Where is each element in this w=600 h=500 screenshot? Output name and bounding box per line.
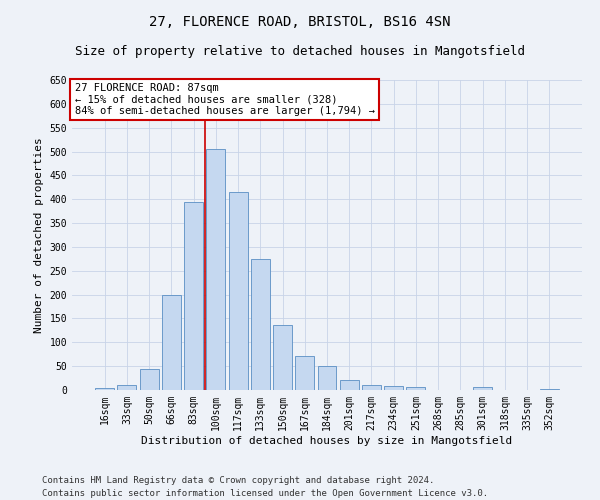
Bar bbox=[540, 389, 559, 390]
Bar bbox=[95, 388, 114, 390]
Bar bbox=[473, 386, 492, 390]
Bar bbox=[340, 380, 359, 390]
Text: Contains HM Land Registry data © Crown copyright and database right 2024.: Contains HM Land Registry data © Crown c… bbox=[42, 476, 434, 485]
Bar bbox=[362, 385, 381, 390]
Bar bbox=[206, 149, 225, 390]
Text: Contains public sector information licensed under the Open Government Licence v3: Contains public sector information licen… bbox=[42, 488, 488, 498]
Text: Size of property relative to detached houses in Mangotsfield: Size of property relative to detached ho… bbox=[75, 45, 525, 58]
Bar bbox=[384, 386, 403, 390]
Bar bbox=[273, 324, 292, 390]
Text: 27, FLORENCE ROAD, BRISTOL, BS16 4SN: 27, FLORENCE ROAD, BRISTOL, BS16 4SN bbox=[149, 15, 451, 29]
Bar bbox=[184, 202, 203, 390]
Text: 27 FLORENCE ROAD: 87sqm
← 15% of detached houses are smaller (328)
84% of semi-d: 27 FLORENCE ROAD: 87sqm ← 15% of detache… bbox=[74, 83, 374, 116]
Bar bbox=[406, 387, 425, 390]
Bar bbox=[162, 294, 181, 390]
Bar bbox=[229, 192, 248, 390]
Y-axis label: Number of detached properties: Number of detached properties bbox=[34, 137, 44, 333]
Bar bbox=[251, 259, 270, 390]
Bar bbox=[118, 385, 136, 390]
Bar bbox=[295, 356, 314, 390]
Bar bbox=[317, 366, 337, 390]
X-axis label: Distribution of detached houses by size in Mangotsfield: Distribution of detached houses by size … bbox=[142, 436, 512, 446]
Bar bbox=[140, 368, 158, 390]
